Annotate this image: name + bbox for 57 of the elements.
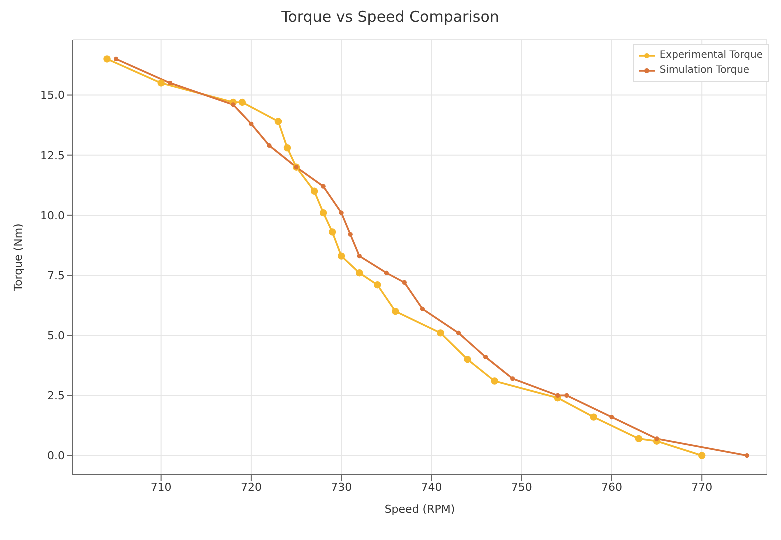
point bbox=[310, 188, 318, 196]
point bbox=[464, 356, 472, 364]
legend-label: Experimental Torque bbox=[660, 49, 763, 63]
point bbox=[357, 254, 362, 259]
point bbox=[698, 452, 706, 460]
y-tick-label: 7.5 bbox=[48, 269, 65, 282]
point bbox=[374, 282, 382, 289]
point bbox=[483, 354, 488, 360]
legend-label: Simulation Torque bbox=[660, 64, 750, 78]
point bbox=[348, 232, 353, 237]
point bbox=[231, 102, 236, 108]
x-tick-label: 770 bbox=[692, 480, 713, 494]
point bbox=[402, 280, 407, 286]
point bbox=[510, 376, 516, 382]
point bbox=[590, 414, 598, 421]
point bbox=[338, 252, 346, 260]
x-axis-title: Speed (RPM) bbox=[384, 503, 456, 516]
x-tick-label: 750 bbox=[511, 480, 532, 494]
point bbox=[328, 228, 336, 236]
point bbox=[168, 80, 173, 86]
y-tick-label: 12.5 bbox=[40, 149, 65, 162]
point bbox=[339, 210, 344, 216]
x-tick-label: 710 bbox=[150, 480, 172, 494]
point bbox=[356, 270, 364, 277]
point bbox=[158, 80, 165, 87]
point bbox=[635, 435, 643, 443]
point bbox=[564, 393, 570, 398]
y-tick-label: 15.0 bbox=[40, 89, 65, 102]
point bbox=[420, 306, 426, 312]
point bbox=[274, 118, 282, 126]
point bbox=[456, 330, 462, 336]
y-axis-title: Torque (Nm) bbox=[12, 224, 25, 292]
y-tick-label: 5.0 bbox=[48, 330, 65, 343]
x-tick-label: 760 bbox=[601, 480, 622, 494]
point bbox=[249, 122, 254, 126]
point bbox=[392, 308, 400, 316]
y-tick-label: 10.0 bbox=[40, 209, 65, 222]
point bbox=[104, 56, 111, 63]
point bbox=[384, 270, 389, 276]
point bbox=[238, 98, 246, 106]
point bbox=[744, 453, 750, 458]
point bbox=[284, 144, 292, 152]
point bbox=[491, 378, 498, 385]
chart-title: Torque vs Speed Comparison bbox=[280, 8, 500, 28]
point bbox=[654, 436, 660, 442]
x-tick-label: 720 bbox=[240, 480, 262, 494]
x-tick-label: 730 bbox=[331, 480, 352, 494]
x-tick-label: 740 bbox=[421, 480, 442, 494]
point bbox=[321, 184, 326, 189]
y-tick-label: 2.5 bbox=[48, 390, 65, 403]
point bbox=[114, 56, 119, 62]
point bbox=[556, 393, 560, 398]
point bbox=[320, 209, 328, 217]
point bbox=[267, 143, 272, 148]
y-tick-label: 0.0 bbox=[48, 450, 65, 463]
point bbox=[610, 415, 614, 420]
point bbox=[437, 330, 444, 337]
